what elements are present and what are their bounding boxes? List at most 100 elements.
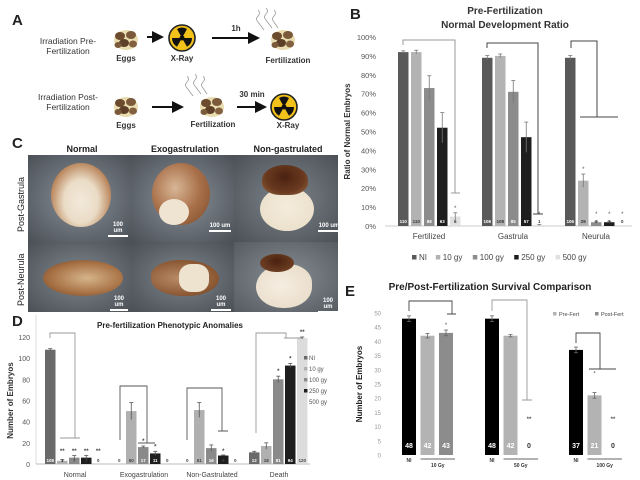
y-tick-label: 60 — [22, 399, 30, 406]
x-dose-label: 100 Gy — [597, 463, 614, 469]
bar-count-label: 120 — [298, 458, 306, 463]
x-category-label: Exogastrulation — [120, 472, 168, 479]
significance-bracket — [402, 39, 460, 194]
scheme-row1-step1: Eggs — [116, 54, 136, 63]
chart-title: Pre/Post-Fertilization Survival Comparis… — [389, 282, 592, 293]
bar — [138, 447, 149, 464]
scale-bar: 100 um — [318, 223, 338, 232]
bar-count-label: 50 — [129, 458, 135, 463]
scale-bar: 100 um — [110, 296, 128, 311]
egg-cluster-icon — [271, 30, 295, 50]
legend-label: NI — [309, 356, 315, 362]
bar-count-label: 9 — [222, 458, 225, 463]
bar-count-label: 94 — [288, 458, 294, 463]
significance-bracket — [491, 299, 532, 401]
legend-swatch — [304, 356, 308, 360]
scheme-graphics — [114, 7, 298, 121]
y-tick-label: 15 — [374, 411, 381, 417]
scheme-row2-title-line2: Fertilization — [46, 102, 90, 112]
bar-count-label: 81 — [276, 458, 282, 463]
bar — [261, 446, 272, 464]
panel-a-label: A — [12, 12, 23, 29]
bar-count-label: 63 — [440, 219, 446, 224]
x-dose-label: 50 Gy — [514, 463, 528, 469]
scale-bar: 100 um — [318, 298, 338, 312]
bar-count-label: 11 — [153, 458, 158, 463]
bar-count-label: 0 — [527, 443, 531, 450]
legend-swatch — [555, 255, 561, 260]
bar-count-label: 1 — [538, 219, 541, 224]
legend-label: 250 gy — [521, 253, 545, 262]
scale-bar-label: 100 um — [112, 222, 123, 234]
scale-bar-label: 100 um — [318, 223, 338, 229]
bar — [206, 448, 217, 464]
y-tick-label: 30 — [374, 368, 381, 374]
bar-count-label: 16 — [209, 458, 215, 463]
y-tick-label: 0% — [365, 222, 376, 231]
significance-bracket — [119, 385, 155, 444]
legend-swatch — [595, 312, 599, 316]
bar — [81, 457, 92, 464]
y-tick-label: 100 — [18, 356, 30, 363]
y-tick-label: 45 — [374, 326, 381, 332]
scheme-row2-step3: X-Ray — [276, 121, 300, 130]
y-tick-label: 40 — [374, 340, 381, 346]
sperm-icon — [185, 73, 208, 97]
egg-cluster-icon — [114, 97, 138, 117]
x-category-label: Neurula — [582, 232, 611, 241]
egg-cluster-icon — [114, 30, 138, 50]
legend-label: 100 gy — [480, 253, 504, 262]
photo-post-gastrula-non-gastrulated: 100 um — [234, 155, 338, 242]
scale-bar-label: 100 um — [209, 223, 231, 229]
scheme-row2-step1: Eggs — [116, 121, 136, 130]
radiation-icon — [168, 24, 196, 52]
scale-bar-label: 100 um — [113, 296, 124, 308]
legend-swatch — [412, 255, 417, 260]
y-tick-label: 40% — [361, 146, 376, 155]
photo-post-gastrula-exogastrulation: 100 um — [131, 155, 234, 242]
significance-bracket — [570, 40, 618, 118]
bar — [482, 57, 493, 226]
legend-swatch — [435, 255, 441, 260]
scale-bar: 100 um — [211, 296, 231, 311]
significance-mark: * — [595, 212, 598, 218]
y-tick-label: 35 — [374, 354, 381, 360]
y-axis-label: Number of Embryos — [355, 345, 364, 422]
scheme-row1-step2: X-Ray — [170, 54, 194, 63]
bar-count-label: 106 — [566, 219, 574, 224]
panel-c-label: C — [12, 135, 23, 152]
bar — [150, 453, 161, 464]
bar-count-label: 0 — [166, 458, 169, 463]
bar — [591, 222, 602, 226]
bar — [194, 410, 205, 464]
scheme-row1-title-line2: Fertilization — [46, 46, 90, 56]
column-header-normal: Normal — [66, 144, 98, 154]
y-tick-label: 25 — [374, 383, 381, 389]
chart-e: Pre/Post-Fertilization Survival Comparis… — [355, 282, 624, 469]
bar-count-label: 0 — [97, 458, 100, 463]
radiation-icon — [270, 93, 298, 121]
bar-count-label: 21 — [591, 443, 599, 450]
legend-swatch — [304, 389, 308, 393]
y-tick-label: 120 — [18, 335, 30, 342]
significance-mark: * — [621, 212, 624, 218]
chart-subtitle: Normal Development Ratio — [441, 20, 569, 31]
legend-label: 500 gy — [563, 253, 587, 262]
bar-count-label: 3 — [608, 219, 611, 224]
y-tick-label: 30% — [361, 165, 376, 174]
y-tick-label: 70% — [361, 90, 376, 99]
scheme-row1-interval: 1h — [231, 24, 241, 33]
significance-bracket — [486, 42, 543, 215]
significance-mark: * — [445, 323, 448, 329]
y-tick-label: 90% — [361, 52, 376, 61]
y-tick-label: 40 — [22, 420, 30, 427]
bar — [450, 216, 461, 226]
scale-bar: 100 um — [108, 222, 128, 237]
bar — [411, 52, 422, 227]
legend-label: 250 gy — [309, 389, 327, 395]
significance-bracket — [408, 300, 456, 315]
significance-mark: * — [608, 212, 611, 218]
bar — [587, 395, 602, 455]
panel-b-label: B — [350, 6, 361, 23]
sperm-icon — [256, 7, 279, 31]
